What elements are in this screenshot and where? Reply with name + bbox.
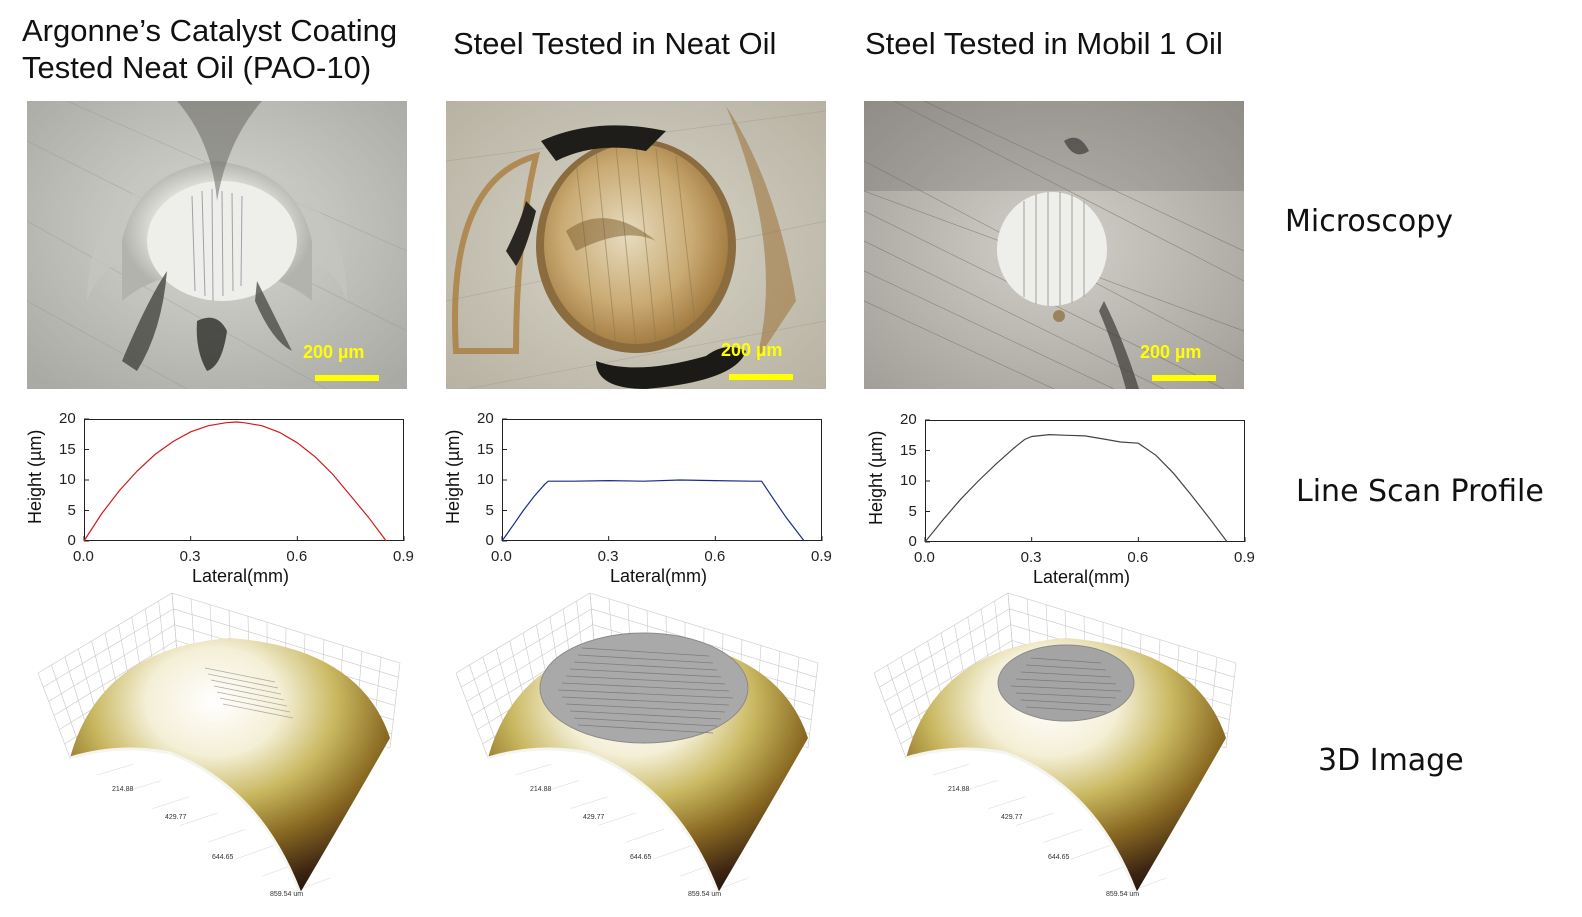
x-tick-label: 0.3	[179, 548, 201, 565]
y-tick-label: 10	[477, 471, 494, 488]
surface-axis-label: 429.77	[583, 814, 605, 821]
surface-axis-label: 859.54 um	[270, 891, 304, 898]
surface-3d-catalyst: 214.88 429.77 644.65 859.54 um	[30, 588, 430, 908]
micrograph-catalyst-coating: 200 µm	[27, 101, 407, 389]
plot-area	[83, 418, 405, 542]
dome-edge	[69, 747, 302, 894]
y-tick-label: 5	[908, 502, 917, 520]
surface-axis-label: 429.77	[1001, 814, 1023, 821]
wear-scar	[997, 644, 1135, 722]
dome-edge	[905, 747, 1138, 894]
x-tick-label: 0.6	[1127, 549, 1149, 566]
micrograph-steel-mobil-oil: 200 µm	[864, 101, 1244, 389]
surface-svg	[37, 592, 401, 894]
y-tick-label: 0	[67, 532, 76, 549]
x-tick-label: 0.0	[73, 548, 94, 565]
x-tick-label: 0.3	[1020, 549, 1042, 566]
y-tick-label: 0	[908, 533, 917, 550]
micrograph-steel-neat-oil: 200 µm	[446, 101, 826, 389]
plot-area	[501, 418, 823, 542]
scale-bar	[1152, 375, 1216, 381]
surface-axis-label: 644.65	[212, 854, 234, 861]
y-tick-label: 20	[59, 410, 76, 427]
x-tick-label: 0.9	[1234, 549, 1255, 566]
surface-axis-label: 214.88	[948, 786, 970, 793]
x-tick-label: 0.9	[811, 548, 832, 565]
surface-axis-label: 644.65	[1048, 854, 1070, 861]
profile-svg	[83, 418, 405, 542]
x-tick-label: 0.6	[704, 548, 726, 565]
column-title-steel-mobil: Steel Tested in Mobil 1 Oil	[865, 25, 1223, 62]
y-axis-label: Height (µm)	[443, 429, 463, 524]
surface-axis-label: 859.54 um	[1106, 891, 1140, 898]
dome-surface	[70, 638, 390, 893]
dome-edge	[487, 747, 720, 894]
column-title-line: Tested Neat Oil (PAO-10)	[22, 50, 372, 85]
scar-streaks	[1010, 657, 1122, 713]
surface-axis-label: 214.88	[112, 786, 134, 793]
y-tick-label: 20	[477, 410, 494, 427]
y-axis-label: Height (µm)	[866, 430, 886, 525]
y-tick-label: 10	[59, 471, 76, 488]
row-label-line-scan: Line Scan Profile	[1296, 474, 1544, 509]
surface-3d-steel-mobil: 214.88 429.77 644.65 859.54 um	[866, 588, 1266, 908]
surface-axis-label: 429.77	[165, 814, 187, 821]
profile-svg	[924, 419, 1246, 543]
x-tick-label: 0.0	[914, 549, 935, 566]
column-title-catalyst: Argonne’s Catalyst Coating Tested Neat O…	[22, 12, 397, 86]
y-tick-label: 15	[477, 440, 494, 458]
column-title-line: Argonne’s Catalyst Coating	[22, 13, 398, 48]
profile-line	[924, 433, 1228, 543]
surface-svg	[873, 592, 1237, 894]
x-tick-label: 0.6	[286, 548, 308, 565]
scale-bar-label: 200 µm	[721, 340, 783, 360]
y-tick-label: 10	[900, 472, 917, 489]
x-axis-label: Lateral(mm)	[1033, 567, 1131, 587]
column-title-steel-neat: Steel Tested in Neat Oil	[453, 25, 776, 62]
scar-streaks	[204, 667, 294, 719]
column-title-line: Steel Tested in Neat Oil	[453, 26, 777, 61]
row-label-microscopy: Microscopy	[1285, 204, 1454, 239]
y-tick-label: 15	[900, 441, 917, 459]
scale-bar	[315, 375, 379, 381]
scale-bar	[729, 374, 793, 380]
x-tick-label: 0.9	[393, 548, 414, 565]
x-axis-label: Lateral(mm)	[610, 566, 708, 586]
scale-bar-label: 200 µm	[303, 342, 365, 362]
y-tick-label: 5	[485, 501, 494, 519]
x-axis-label: Lateral(mm)	[192, 566, 290, 586]
y-tick-label: 5	[67, 501, 76, 519]
surface-axis-label: 644.65	[630, 854, 652, 861]
x-tick-label: 0.0	[491, 548, 512, 565]
profile-line	[83, 421, 387, 542]
scale-bar-label: 200 µm	[1140, 342, 1202, 362]
dome-surface	[906, 638, 1226, 893]
y-tick-label: 20	[900, 411, 917, 428]
y-tick-label: 0	[485, 532, 494, 549]
plot-area	[924, 419, 1246, 543]
scar-streaks	[557, 647, 734, 734]
surface-svg	[455, 592, 819, 894]
row-label-3d-image: 3D Image	[1318, 743, 1464, 778]
x-tick-label: 0.3	[597, 548, 619, 565]
surface-3d-steel-neat: 214.88 429.77 644.65 859.54 um	[448, 588, 848, 908]
floor-grid	[69, 747, 331, 894]
surface-axis-label: 859.54 um	[688, 891, 722, 898]
profile-svg	[501, 418, 823, 542]
column-title-line: Steel Tested in Mobil 1 Oil	[865, 26, 1223, 61]
profile-line	[501, 479, 805, 542]
wear-scar	[539, 632, 749, 744]
y-tick-label: 15	[59, 440, 76, 458]
surface-axis-label: 214.88	[530, 786, 552, 793]
y-axis-label: Height (µm)	[25, 429, 45, 524]
